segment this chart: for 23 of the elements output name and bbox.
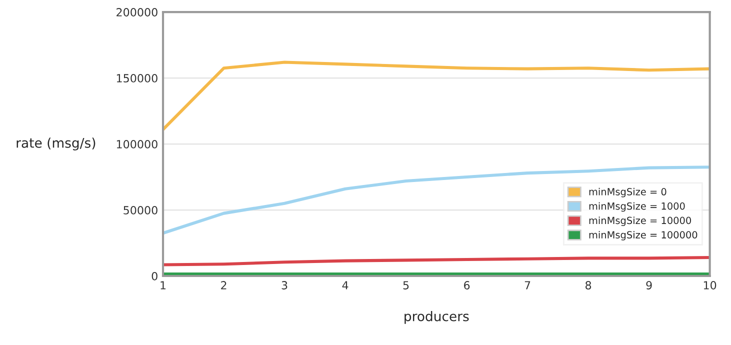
y-tick-label: 200000 <box>116 8 158 16</box>
x-tick-label: 10 <box>704 281 716 290</box>
line-series <box>163 60 710 132</box>
line-series <box>163 256 710 266</box>
x-tick-label: 7 <box>524 281 530 290</box>
x-tick-label: 5 <box>403 281 409 290</box>
y-tick-label: 150000 <box>116 74 158 82</box>
x-tick-label: 2 <box>221 281 226 290</box>
legend-label: minMsgSize = 1000 <box>589 202 685 212</box>
legend-label: minMsgSize = 10000 <box>589 216 691 226</box>
x-tick-label: 8 <box>586 281 592 290</box>
y-tick-label: 50000 <box>124 206 158 214</box>
legend-label: minMsgSize = 100000 <box>589 230 698 240</box>
x-axis-title: producers <box>404 311 469 324</box>
x-tick-label: 6 <box>464 281 470 290</box>
y-tick-label: 0 <box>152 272 158 280</box>
x-tick-label: 1 <box>160 281 166 290</box>
y-tick-label: 100000 <box>116 140 158 148</box>
x-tick-label: 9 <box>646 281 652 290</box>
legend-label: minMsgSize = 0 <box>589 188 666 198</box>
x-tick-label: 3 <box>282 281 288 290</box>
y-axis-title: rate (msg/s) <box>16 138 96 150</box>
x-tick-label: 4 <box>342 281 348 290</box>
